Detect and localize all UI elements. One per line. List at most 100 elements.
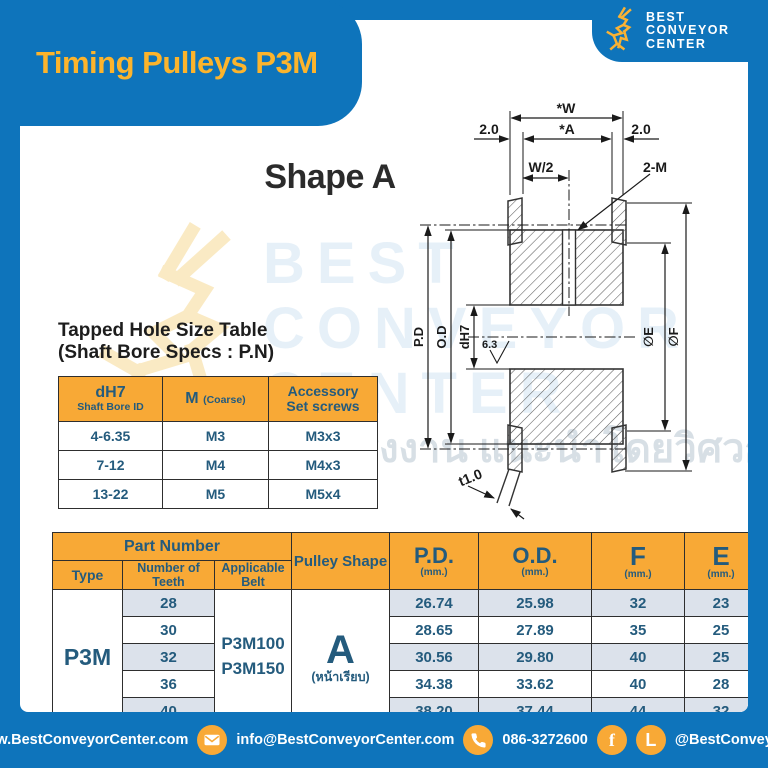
cell: 13-22 xyxy=(58,479,163,509)
header-cell: Pulley Shape xyxy=(291,532,390,590)
cell: 33.62 xyxy=(478,670,592,698)
table-row: 32 30.56 29.80 40 25 xyxy=(52,643,748,671)
table-row: 30 28.65 27.89 35 25 xyxy=(52,616,748,644)
logo-line: CONVEYOR xyxy=(646,23,730,38)
cell: M3 xyxy=(162,421,269,451)
table-row: P3M 28 P3M100 P3M150 A (หน้าเรียบ) 26.74… xyxy=(52,589,748,712)
page-title: Timing Pulleys P3M xyxy=(36,45,318,80)
logo-line: BEST xyxy=(646,10,686,25)
table-header-row: dH7 Shaft Bore ID M (Coarse) Accessory S… xyxy=(58,376,378,422)
teeth-cell: 32 xyxy=(122,643,215,671)
footer-website[interactable]: www.BestConveyorCenter.com xyxy=(0,732,189,748)
footer-bar: www.BestConveyorCenter.com info@BestConv… xyxy=(0,712,768,768)
footer-phone[interactable]: 086-3272600 xyxy=(502,732,588,748)
table-row: 36 34.38 33.62 40 28 xyxy=(52,670,748,698)
pulley-spec-table: Part Number Pulley Shape P.D. (mm.) O.D.… xyxy=(52,532,748,712)
cell: 40 xyxy=(591,643,685,671)
header-cell: Type xyxy=(52,560,123,590)
cell: 28 xyxy=(684,670,748,698)
dimension-lines xyxy=(424,114,690,520)
header-cell: M (Coarse) xyxy=(162,376,269,422)
title-tab: Timing Pulleys P3M xyxy=(0,0,362,126)
shape-cell: A (หน้าเรียบ) xyxy=(291,589,390,712)
shape-heading: Shape A xyxy=(264,158,396,196)
cell: 34.38 xyxy=(389,670,479,698)
pulley-section xyxy=(496,197,627,507)
header-cell: dH7 Shaft Bore ID xyxy=(58,376,163,422)
center-lines xyxy=(420,170,636,450)
dim-a-label: *A xyxy=(559,121,575,137)
cell: 29.80 xyxy=(478,643,592,671)
dim-bore-label: dH7 xyxy=(457,325,472,350)
teeth-cell: 36 xyxy=(122,670,215,698)
surface-finish-label: 6.3 xyxy=(482,339,497,351)
logo-tab: BEST CONVEYOR CENTER xyxy=(592,0,768,62)
cell: M4 xyxy=(162,450,269,480)
cell: 30.56 xyxy=(389,643,479,671)
table-row: 7-12 M4 M4x3 xyxy=(58,450,378,480)
table-header-row: Part Number Pulley Shape P.D. (mm.) O.D.… xyxy=(52,532,748,590)
table-row: 40 38.20 37.44 44 32 xyxy=(52,697,748,712)
header-cell: P.D. (mm.) xyxy=(389,532,479,590)
dim-f-label: ∅F xyxy=(666,327,681,346)
goat-logo-icon xyxy=(604,6,638,57)
cell: 35 xyxy=(591,616,685,644)
belt-cell: P3M100 P3M150 xyxy=(214,589,292,712)
table-row: 4-6.35 M3 M3x3 xyxy=(58,421,378,451)
cell: 27.89 xyxy=(478,616,592,644)
cell: 4-6.35 xyxy=(58,421,163,451)
cell: M3x3 xyxy=(268,421,378,451)
cell: 37.44 xyxy=(478,697,592,712)
cell: 44 xyxy=(591,697,685,712)
cell: 32 xyxy=(684,697,748,712)
cell: 23 xyxy=(684,589,748,617)
teeth-cell: 30 xyxy=(122,616,215,644)
header-cell: Applicable Belt xyxy=(214,560,292,590)
teeth-cell: 28 xyxy=(122,589,215,617)
header-cell: Part Number xyxy=(52,532,292,561)
cell: 26.74 xyxy=(389,589,479,617)
dim-half-width-label: W/2 xyxy=(529,159,554,175)
dim-left-offset-label: 2.0 xyxy=(479,121,499,137)
cell: M5 xyxy=(162,479,269,509)
header-cell: Number of Teeth xyxy=(122,560,215,590)
dim-e-label: ∅E xyxy=(641,327,656,347)
dim-right-offset-label: 2.0 xyxy=(631,121,651,137)
logo-line: CENTER xyxy=(646,36,707,51)
email-icon xyxy=(197,725,228,755)
cell: 25 xyxy=(684,643,748,671)
dim-w-label: *W xyxy=(557,100,576,116)
cell: 40 xyxy=(591,670,685,698)
cell: 25 xyxy=(684,616,748,644)
company-logo-text: BEST CONVEYOR CENTER xyxy=(646,10,730,51)
extension-lines xyxy=(445,111,692,472)
header-cell: F (mm.) xyxy=(591,532,685,590)
footer-email[interactable]: info@BestConveyorCenter.com xyxy=(236,732,455,748)
facebook-icon[interactable]: f xyxy=(596,725,627,755)
table-row: 13-22 M5 M5x4 xyxy=(58,479,378,509)
cell: M4x3 xyxy=(268,450,378,480)
dim-thickness-label: t1.0 xyxy=(456,465,485,489)
teeth-cell: 40 xyxy=(122,697,215,712)
technical-drawing: *W *A 2.0 2.0 W/2 2-M P.D O.D dH7 6.3 ∅E… xyxy=(411,100,692,520)
line-icon[interactable]: L xyxy=(635,725,666,755)
type-cell: P3M xyxy=(52,589,123,712)
tapped-table-title-line2: (Shaft Bore Specs : P.N) xyxy=(58,342,275,364)
tapped-hole-size-table: dH7 Shaft Bore ID M (Coarse) Accessory S… xyxy=(58,376,378,509)
phone-icon xyxy=(463,725,494,755)
cell: M5x4 xyxy=(268,479,378,509)
cell: 38.20 xyxy=(389,697,479,712)
footer-social-handle[interactable]: @BestConveyorCenter xyxy=(674,732,768,748)
tapped-table-title: Tapped Hole Size Table (Shaft Bore Specs… xyxy=(58,320,274,365)
dim-tapped-label: 2-M xyxy=(643,159,667,175)
header-cell: Accessory Set screws xyxy=(268,376,378,422)
cell: 7-12 xyxy=(58,450,163,480)
header-cell: E (mm.) xyxy=(684,532,748,590)
cell: 25.98 xyxy=(478,589,592,617)
dim-pd-label: P.D xyxy=(411,327,426,347)
dimension-labels: *W *A 2.0 2.0 W/2 2-M P.D O.D dH7 6.3 ∅E… xyxy=(411,100,681,489)
cell: 28.65 xyxy=(389,616,479,644)
tapped-table-title-line1: Tapped Hole Size Table xyxy=(58,320,268,341)
cell: 32 xyxy=(591,589,685,617)
table-header-row: Type Number of Teeth Applicable Belt xyxy=(52,560,749,590)
